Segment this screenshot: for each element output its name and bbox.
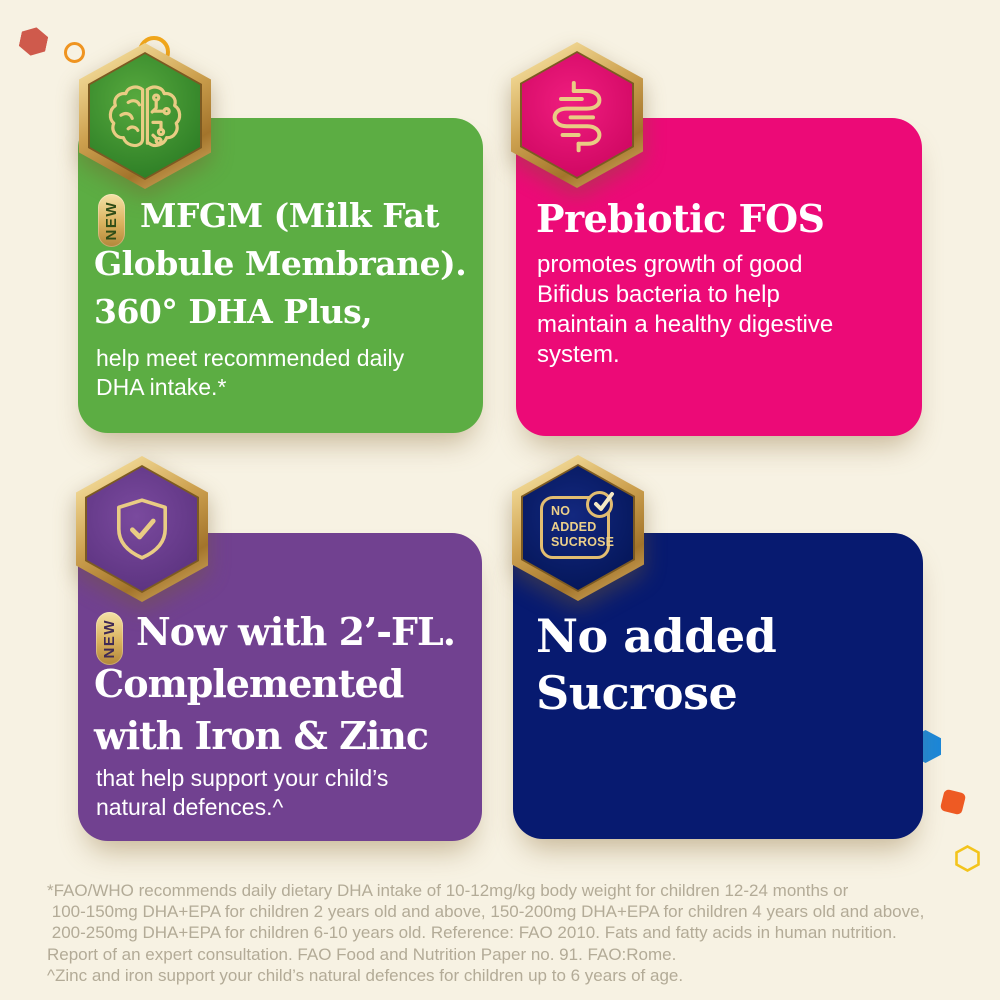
check-circle-icon xyxy=(586,491,614,518)
intestines-icon xyxy=(552,81,602,153)
decorative-yellow-hexagon-outline xyxy=(955,845,980,872)
decorative-red-hexagon xyxy=(17,25,49,59)
no-added-sucrose-badge-icon: NO ADDED SUCROSE xyxy=(540,491,615,559)
no-added-sucrose-headline: No added Sucrose xyxy=(536,609,777,720)
no-added-sucrose-badge-text: NO ADDED SUCROSE xyxy=(551,504,615,549)
two-fl-headline: Now with 2’-FL. Complemented with Iron &… xyxy=(94,609,456,758)
two-fl-badge xyxy=(76,456,208,602)
decorative-orange-ring xyxy=(64,42,85,63)
prebiotic-fos-badge xyxy=(511,42,643,188)
decorative-orange-square xyxy=(939,788,967,816)
no-added-sucrose-badge: NO ADDED SUCROSE xyxy=(512,455,644,601)
prebiotic-fos-body-text: promotes growth of good Bifidus bacteria… xyxy=(537,251,834,368)
shield-check-icon xyxy=(117,498,167,560)
two-fl-body-text: that help support your child’s natural d… xyxy=(96,765,389,820)
prebiotic-fos-headline: Prebiotic FOS xyxy=(536,196,825,241)
new-tag: NEW xyxy=(96,612,123,665)
footnote-text: *FAO/WHO recommends daily dietary DHA in… xyxy=(47,881,925,985)
mfgm-body-text: help meet recommended daily DHA intake.* xyxy=(96,345,405,400)
brain-circuit-icon xyxy=(108,85,182,148)
mfgm-headline: MFGM (Milk Fat Globule Membrane). 360° D… xyxy=(94,196,467,331)
mfgm-badge xyxy=(79,43,211,189)
new-tag: NEW xyxy=(98,194,125,247)
